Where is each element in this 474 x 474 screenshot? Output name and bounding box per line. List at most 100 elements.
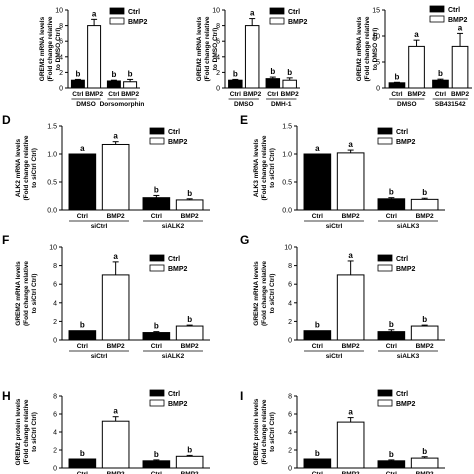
- group-label: siCtrl: [326, 353, 343, 360]
- bar: [101, 143, 130, 211]
- x-tick-label: BMP2: [342, 213, 360, 220]
- x-tick-label: BMP2: [181, 343, 199, 350]
- x-tick-label: BMP2: [181, 471, 199, 474]
- significance-letter: b: [389, 320, 394, 329]
- y-tick-label: 6: [53, 282, 57, 289]
- bar: [265, 78, 281, 89]
- bar: [228, 79, 243, 89]
- x-tick-label: Ctrl: [77, 343, 88, 350]
- bar: [101, 420, 130, 469]
- x-tick-label: BMP2: [85, 91, 103, 98]
- legend-swatch: [109, 17, 125, 25]
- significance-letter: b: [233, 69, 238, 78]
- chart-panel-3: 0 5 10 15 GREM2 mRNA levels (Fold change rela…: [356, 5, 472, 108]
- legend-swatch: [377, 264, 393, 272]
- legend-swatch: [377, 399, 393, 407]
- y-axis-label-line: (Fold change relative: [47, 16, 54, 81]
- x-tick-label: BMP2: [342, 343, 360, 350]
- significance-letter: b: [389, 188, 394, 197]
- significance-letter: b: [287, 68, 292, 77]
- chart-panel-5: E 0.0 0.5 1.0 1.5 ALK3 mRNA levels (Fold chang…: [240, 113, 445, 230]
- y-tick-label: 10: [372, 34, 380, 41]
- y-axis-label-line: (Fold change relative: [23, 261, 30, 326]
- significance-letter: b: [128, 69, 133, 78]
- bar: [244, 25, 260, 89]
- significance-letter: b: [422, 315, 427, 324]
- panel-label: H: [2, 389, 11, 403]
- bar: [408, 45, 425, 89]
- x-tick-label: BMP2: [107, 343, 125, 350]
- legend-swatch: [429, 5, 445, 13]
- y-tick-label: 8: [53, 394, 57, 401]
- bar: [68, 153, 97, 211]
- significance-letter: b: [75, 69, 80, 78]
- y-axis-label-line: GREM2 mRNA levels: [253, 261, 260, 326]
- y-tick-label: 0.5: [282, 180, 292, 187]
- chart-panel-4: D 0.0 0.5 1.0 1.5 ALK2 mRNA levels (Fold chang…: [2, 113, 210, 230]
- y-tick-label: 0: [376, 86, 380, 93]
- bar: [388, 82, 406, 89]
- y-axis-label-line: to siCtrl Ctrl): [31, 274, 38, 314]
- legend-label: BMP2: [448, 17, 468, 24]
- legend-swatch: [377, 127, 393, 135]
- y-tick-label: 8: [53, 263, 57, 270]
- x-tick-label: BMP2: [342, 471, 360, 474]
- bar: [410, 325, 439, 341]
- y-tick-label: 2: [288, 448, 292, 455]
- group-label: siALK3: [397, 223, 420, 230]
- bar: [377, 460, 406, 469]
- bar: [336, 152, 365, 211]
- x-tick-label: BMP2: [416, 471, 434, 474]
- significance-letter: a: [92, 9, 97, 18]
- bar: [410, 198, 439, 211]
- bar: [432, 79, 449, 89]
- y-tick-label: 8: [288, 394, 292, 401]
- bar: [123, 81, 138, 89]
- significance-letter: b: [389, 450, 394, 459]
- y-tick-label: 0: [216, 86, 220, 93]
- y-tick-label: 4: [59, 54, 63, 61]
- y-tick-label: 0: [53, 466, 57, 473]
- significance-letter: a: [113, 132, 118, 141]
- chart-panel-9: I 0 2 4 6 8 GREM2 protein levels (Fold change r…: [240, 389, 445, 474]
- legend-label: BMP2: [128, 19, 148, 26]
- legend-label: BMP2: [396, 139, 416, 146]
- bar: [377, 198, 406, 211]
- y-axis-label-line: (Fold change relative: [23, 399, 30, 464]
- y-tick-label: 2: [53, 319, 57, 326]
- panel-label: F: [2, 233, 9, 247]
- bar: [336, 421, 365, 469]
- x-tick-label: Ctrl: [151, 343, 162, 350]
- y-axis-label-line: to DMSO Ctrl): [55, 28, 62, 71]
- x-tick-label: BMP2: [416, 343, 434, 350]
- group-label: DMH-1: [271, 101, 292, 108]
- y-tick-label: 6: [53, 412, 57, 419]
- y-axis-label-line: to DMSO Ctrl): [212, 28, 219, 71]
- x-tick-label: Ctrl: [312, 343, 323, 350]
- bar: [70, 79, 85, 89]
- significance-letter: a: [348, 408, 353, 417]
- x-tick-label: BMP2: [181, 213, 199, 220]
- x-tick-label: Ctrl: [230, 91, 241, 98]
- y-axis-label-line: GREM2 mRNA levels: [196, 16, 203, 81]
- significance-letter: b: [187, 315, 192, 324]
- x-tick-label: BMP2: [416, 213, 434, 220]
- y-axis-label-line: ALK3 mRNA levels: [253, 138, 260, 197]
- y-axis-label-line: to DMSO Ctrl): [372, 28, 379, 71]
- bar: [87, 25, 102, 89]
- significance-letter: b: [438, 69, 443, 78]
- x-tick-label: Ctrl: [386, 471, 397, 474]
- significance-letter: b: [80, 321, 85, 330]
- chart-panel-2: 0 2 4 6 8 10 GREM2 mRNA levels (Fold change rel…: [196, 8, 308, 109]
- y-axis-label-line: (Fold change relative: [261, 261, 268, 326]
- y-tick-label: 0.5: [47, 180, 57, 187]
- y-tick-label: 0.0: [282, 208, 292, 215]
- legend-label: Ctrl: [128, 9, 140, 16]
- x-tick-label: BMP2: [281, 91, 299, 98]
- legend-label: Ctrl: [288, 9, 300, 16]
- legend-label: BMP2: [288, 19, 308, 26]
- significance-letter: b: [422, 447, 427, 456]
- legend-swatch: [109, 7, 125, 15]
- y-axis-label-line: GREM2 protein levels: [253, 398, 260, 465]
